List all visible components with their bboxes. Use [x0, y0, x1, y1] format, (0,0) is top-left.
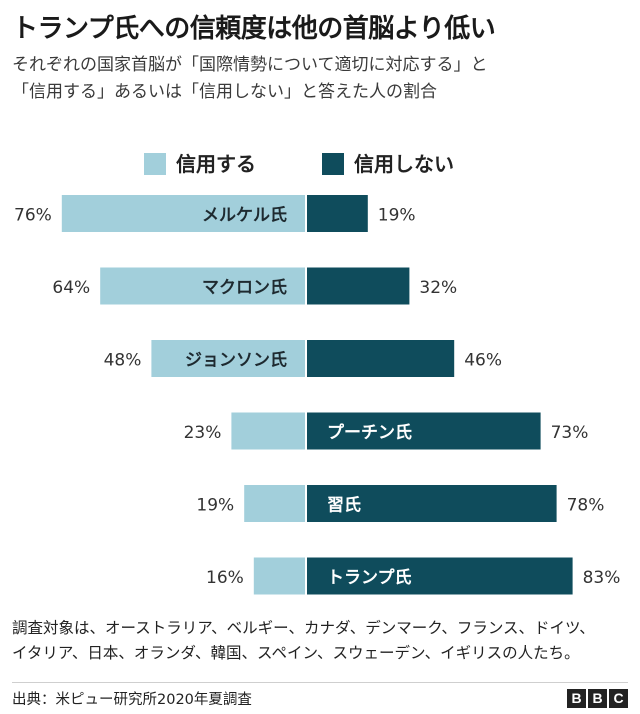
bar-distrust	[307, 340, 455, 377]
legend-label-trust: 信用する	[176, 152, 256, 176]
value-label-distrust: 46%	[464, 351, 502, 371]
category-label: トランプ氏	[327, 567, 412, 588]
value-label-distrust: 19%	[378, 206, 416, 226]
bbc-logo-letter: B	[567, 689, 586, 708]
legend-swatch-distrust	[322, 153, 344, 175]
note-line-1: 調査対象は、オーストラリア、ベルギー、カナダ、デンマーク、フランス、ドイツ、	[12, 619, 595, 637]
category-label: マクロン氏	[202, 278, 287, 298]
bar-trust	[61, 195, 305, 232]
bar-distrust	[307, 412, 541, 450]
value-label-distrust: 83%	[583, 568, 621, 588]
footer-divider	[12, 682, 628, 683]
bar-distrust	[307, 267, 410, 305]
note-line-2: イタリア、日本、オランダ、韓国、スペイン、スウェーデン、イギリスの人たち。	[12, 644, 580, 662]
survey-note: 調査対象は、オーストラリア、ベルギー、カナダ、デンマーク、フランス、ドイツ、 イ…	[12, 616, 595, 666]
value-label-trust: 19%	[196, 496, 234, 516]
value-label-distrust: 73%	[551, 423, 589, 443]
bbc-logo-letter: C	[609, 689, 628, 708]
bar-trust	[231, 412, 305, 450]
category-label: ジョンソン氏	[185, 351, 287, 371]
value-label-distrust: 32%	[419, 278, 457, 298]
bbc-logo-letter: B	[588, 689, 607, 708]
legend-label-distrust: 信用しない	[354, 152, 454, 176]
value-label-trust: 76%	[14, 206, 52, 226]
bar-distrust	[307, 557, 573, 595]
chart-legend: 信用する 信用しない	[0, 150, 640, 180]
subtitle-line-1: それぞれの国家首脳が「国際情勢について適切に対応する」と	[12, 55, 488, 75]
bar-trust	[100, 267, 305, 305]
bbc-logo: B B C	[567, 689, 628, 708]
bar-distrust	[307, 195, 368, 232]
category-label: メルケル氏	[202, 206, 287, 226]
category-label: 習氏	[327, 496, 361, 516]
legend-swatch-trust	[144, 153, 166, 175]
bar-trust	[253, 557, 305, 595]
source-credit: 出典：米ピュー研究所2020年夏調査	[12, 692, 252, 708]
value-label-trust: 23%	[184, 423, 222, 443]
value-label-trust: 64%	[52, 278, 90, 298]
value-label-distrust: 78%	[567, 496, 605, 516]
bar-distrust	[307, 485, 557, 522]
chart-subtitle: それぞれの国家首脳が「国際情勢について適切に対応する」と 「信用する」あるいは「…	[12, 52, 488, 106]
value-label-trust: 48%	[104, 351, 142, 371]
bar-trust	[151, 340, 305, 377]
category-label: プーチン氏	[327, 422, 412, 443]
subtitle-line-2: 「信用する」あるいは「信用しない」と答えた人の割合	[12, 82, 437, 102]
bar-trust	[244, 485, 305, 522]
value-label-trust: 16%	[206, 568, 244, 588]
chart-title: トランプ氏への信頼度は他の首脳より低い	[12, 14, 496, 44]
